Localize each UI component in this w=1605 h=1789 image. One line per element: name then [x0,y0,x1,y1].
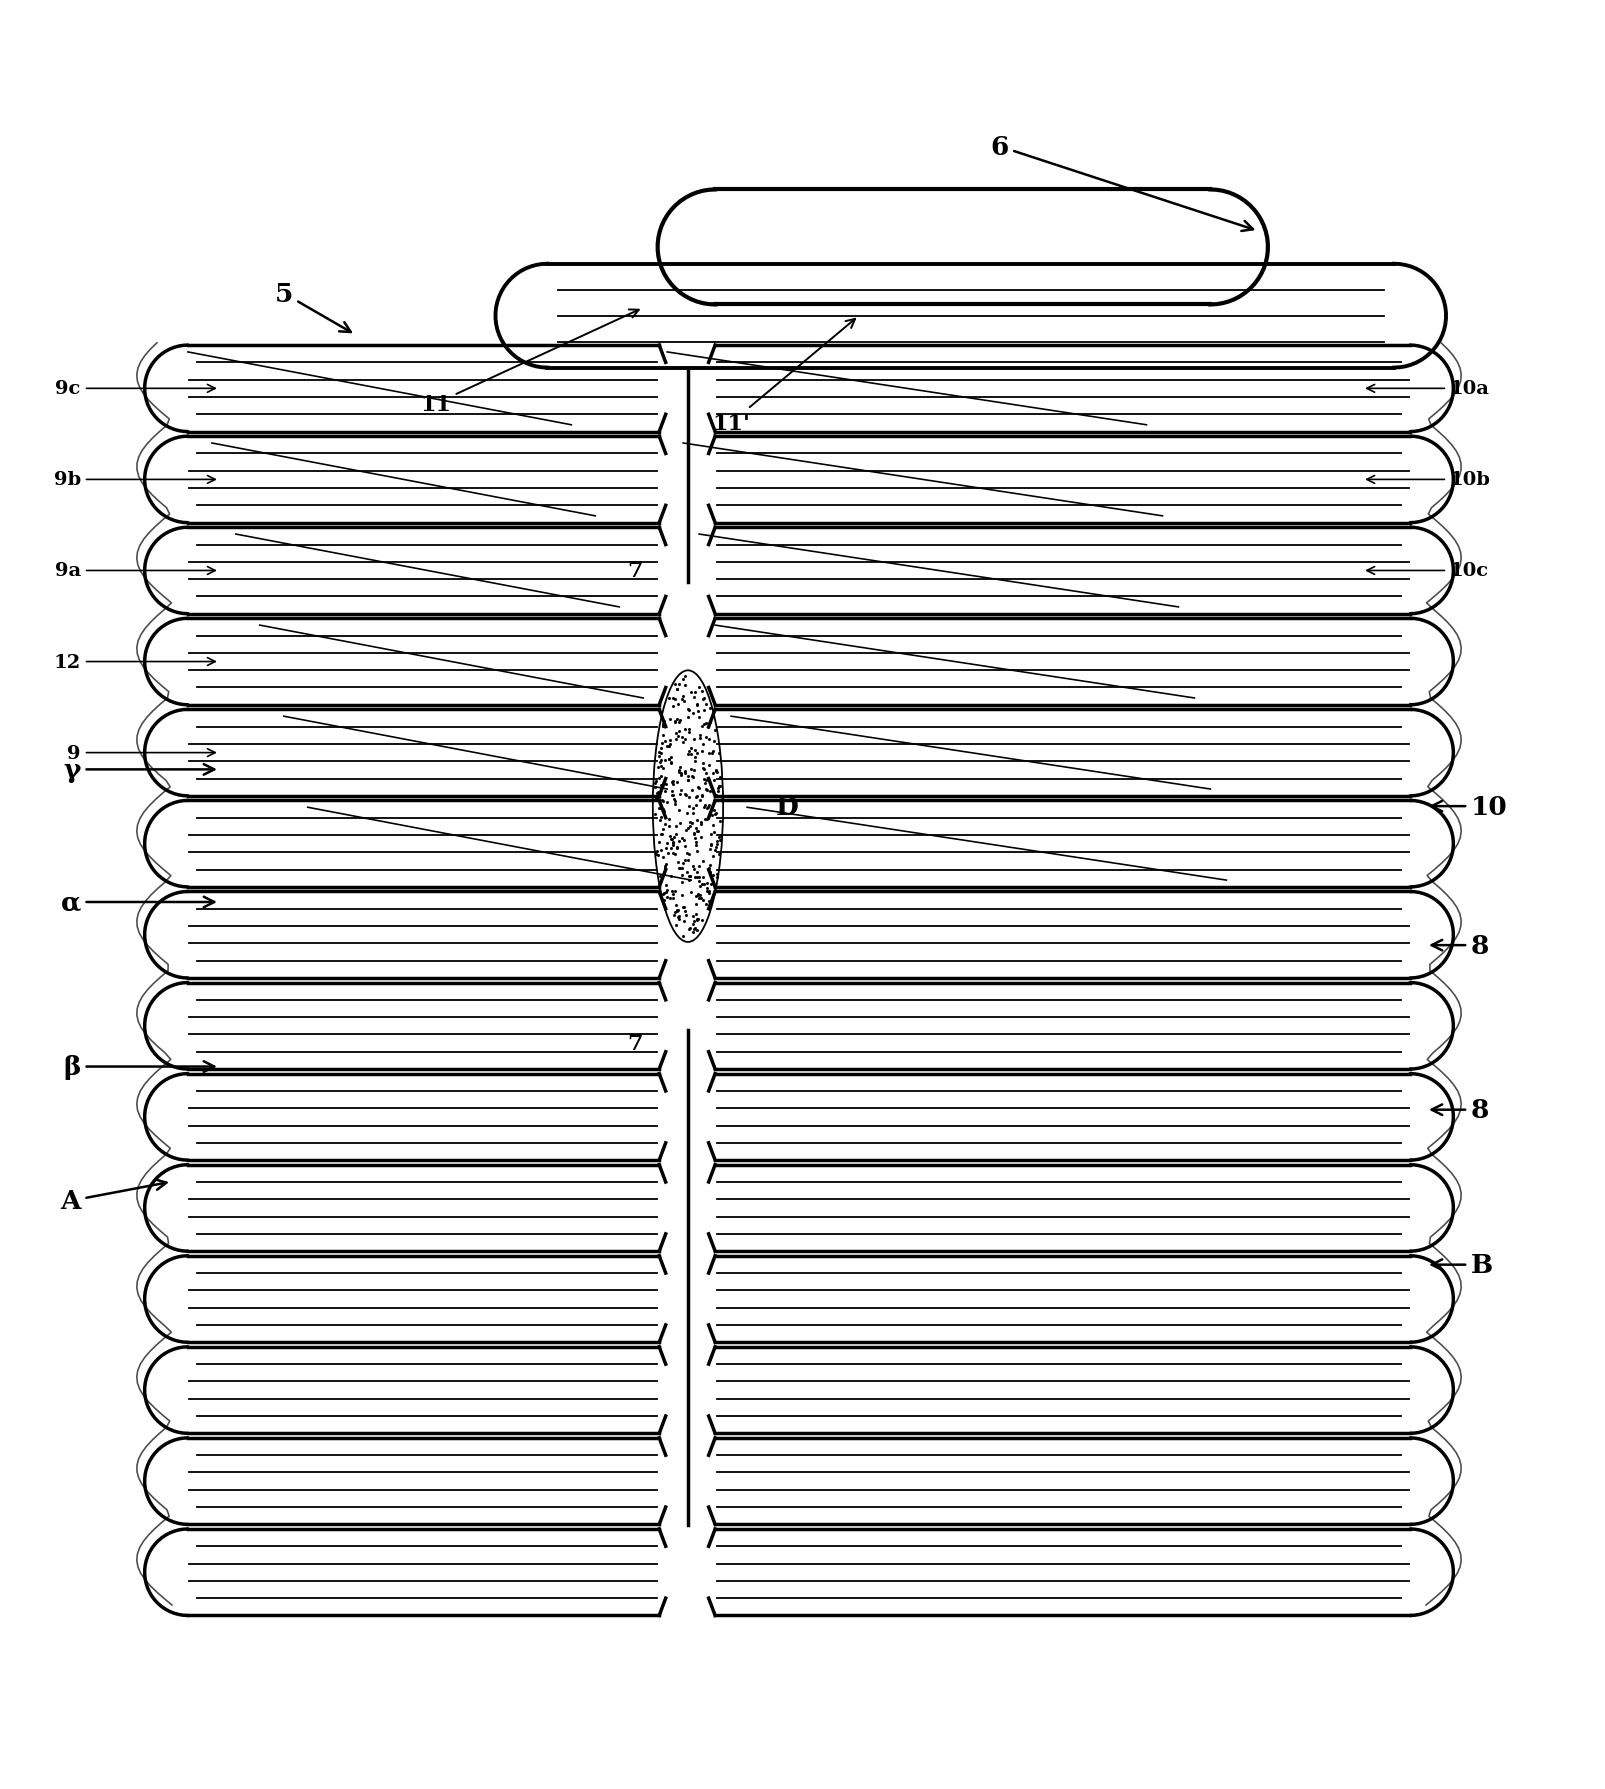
Text: 10: 10 [1430,794,1507,819]
Text: 9: 9 [67,744,215,762]
Text: 9c: 9c [56,379,215,399]
Text: 8: 8 [1430,1098,1488,1122]
Text: 8: 8 [1430,934,1488,959]
Text: B: B [1430,1252,1493,1277]
Text: 7: 7 [628,1032,642,1054]
Text: α: α [61,889,213,914]
Text: 10b: 10b [1366,471,1489,488]
Text: 12: 12 [53,653,215,671]
Text: 9b: 9b [53,471,215,488]
Text: A: A [61,1179,167,1213]
Text: 11: 11 [421,309,639,415]
Text: 7: 7 [628,560,642,581]
Text: β: β [63,1054,213,1079]
Text: γ: γ [64,757,213,782]
Text: 5: 5 [274,281,350,333]
Text: 11': 11' [711,320,854,435]
Text: 10c: 10c [1366,562,1488,580]
Text: D: D [775,794,798,819]
Text: 6: 6 [990,134,1252,233]
Text: 9a: 9a [55,562,215,580]
Text: 10a: 10a [1366,379,1489,399]
